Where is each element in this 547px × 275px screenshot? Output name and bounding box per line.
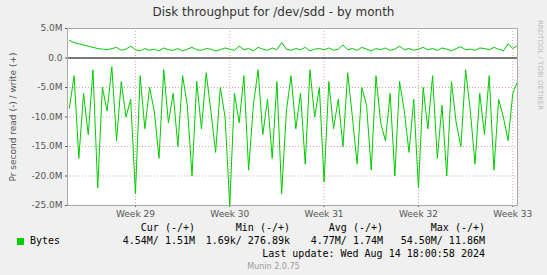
html-text:Last update: Wed Aug 14 18:00:: Last update: Wed Aug 14 18:00:58 2024 — [262, 248, 485, 259]
html-text:Bytes: Bytes — [30, 235, 61, 246]
svg-text:Week 30: Week 30 — [210, 209, 249, 219]
svg-text:Week 33: Week 33 — [493, 209, 532, 219]
svg-text:0.0: 0.0 — [48, 53, 63, 63]
svg-text:Week 31: Week 31 — [305, 209, 344, 219]
html-text:4.77M/ 1.74M: 4.77M/ 1.74M — [310, 235, 383, 246]
html-text:Max (-/+): Max (-/+) — [430, 222, 485, 233]
html-text:RRDTOOL / TOBI OETIKER: RRDTOOL / TOBI OETIKER — [536, 20, 544, 111]
html-text:Munin 2.0.75: Munin 2.0.75 — [247, 262, 300, 271]
svg-text:-20.0M: -20.0M — [31, 171, 62, 181]
html-text:1.69k/ 276.89k: 1.69k/ 276.89k — [205, 235, 290, 246]
html-text:Cur (-/+): Cur (-/+) — [140, 222, 195, 233]
html-text:Disk throughput for /dev/sdd -: Disk throughput for /dev/sdd - by month — [152, 5, 395, 19]
svg-text:-5.0M: -5.0M — [37, 82, 62, 92]
html-text:54.50M/ 11.86M: 54.50M/ 11.86M — [400, 235, 485, 246]
svg-text:5.0M: 5.0M — [40, 23, 62, 33]
svg-text:Week 32: Week 32 — [399, 209, 438, 219]
svg-text:-25.0M: -25.0M — [31, 200, 62, 210]
svg-text:-15.0M: -15.0M — [31, 141, 62, 151]
html-text:Avg (-/+): Avg (-/+) — [328, 222, 383, 233]
svg-text:Week 29: Week 29 — [116, 209, 155, 219]
html-text:Min (-/+): Min (-/+) — [235, 222, 290, 233]
svg-text:Pr second read (-) / write (+): Pr second read (-) / write (+) — [8, 53, 18, 182]
svg-text:-10.0M: -10.0M — [31, 112, 62, 122]
html-text:4.54M/ 1.51M: 4.54M/ 1.51M — [122, 235, 195, 246]
